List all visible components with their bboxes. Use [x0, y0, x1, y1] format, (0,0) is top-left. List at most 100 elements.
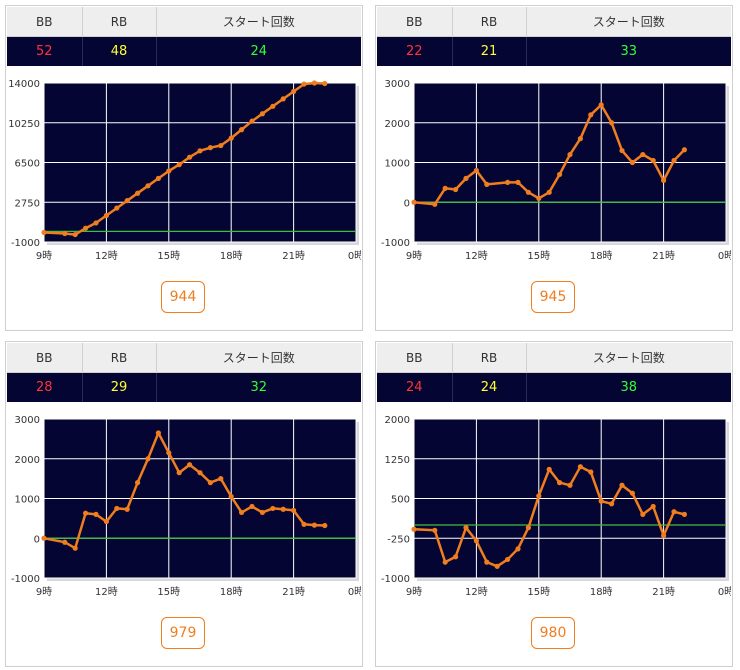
data-point: [650, 503, 656, 510]
data-point: [135, 190, 141, 196]
data-point: [124, 198, 130, 204]
start-count-header: スタート回数: [526, 7, 731, 37]
data-point: [322, 522, 328, 529]
data-point: [301, 521, 307, 527]
data-point: [473, 538, 479, 544]
y-tick-label: 1000: [385, 159, 410, 170]
data-point: [629, 159, 635, 166]
stats-header-row: BB RB スタート回数: [7, 343, 361, 373]
data-point: [619, 147, 625, 154]
data-point: [494, 563, 500, 569]
data-point: [650, 157, 656, 164]
data-point: [187, 462, 193, 468]
rb-header: RB: [452, 7, 527, 37]
data-point: [259, 509, 265, 516]
data-point: [228, 493, 234, 500]
rb-count: 29: [82, 372, 157, 402]
x-tick-label: 9時: [406, 586, 422, 598]
data-point: [291, 88, 297, 95]
data-point: [291, 507, 297, 514]
x-tick-label: 0時: [348, 586, 361, 598]
data-point: [41, 229, 47, 236]
data-point: [83, 510, 89, 516]
data-point: [598, 498, 604, 504]
x-tick-label: 9時: [36, 586, 52, 598]
data-point: [145, 183, 151, 189]
data-point: [609, 120, 615, 126]
y-tick-label: 2000: [15, 455, 40, 466]
data-point: [661, 533, 667, 539]
data-point: [484, 559, 490, 565]
data-point: [103, 518, 109, 525]
data-point: [280, 506, 286, 512]
data-point: [218, 476, 224, 482]
start-count: 32: [156, 372, 361, 402]
data-point: [62, 230, 68, 237]
stats-value-row: 52 48 24: [7, 36, 361, 66]
data-point: [671, 509, 677, 515]
data-point: [270, 505, 276, 512]
bb-header: BB: [7, 343, 83, 373]
start-count: 33: [526, 36, 731, 66]
bb-header: BB: [7, 7, 83, 37]
y-tick-label: -1000: [11, 574, 40, 585]
data-point: [124, 506, 130, 512]
data-point: [166, 450, 172, 456]
y-tick-label: 3000: [15, 415, 40, 426]
y-tick-label: 2000: [385, 119, 410, 130]
data-point: [588, 112, 594, 118]
data-point: [525, 189, 531, 195]
data-point: [301, 81, 307, 87]
machine-number-button[interactable]: 945: [531, 281, 575, 313]
data-point: [270, 103, 276, 109]
y-tick-label: 2750: [15, 198, 40, 209]
data-point: [176, 470, 182, 476]
y-tick-label: 0: [404, 198, 410, 209]
x-tick-label: 21時: [652, 250, 675, 262]
x-tick-label: 0時: [718, 586, 731, 598]
data-point: [505, 556, 511, 563]
machine-number-button[interactable]: 979: [161, 617, 205, 649]
data-point: [681, 511, 687, 517]
bb-count: 28: [7, 372, 83, 402]
x-tick-label: 21時: [282, 250, 305, 262]
data-point: [93, 511, 99, 517]
y-tick-label: 6500: [15, 159, 40, 170]
data-point: [197, 470, 203, 476]
x-tick-label: 21時: [652, 586, 675, 598]
data-point: [629, 490, 635, 496]
stats-header-row: BB RB スタート回数: [7, 7, 361, 37]
x-tick-label: 21時: [282, 586, 305, 598]
start-count: 38: [526, 372, 731, 402]
bb-header: BB: [377, 343, 453, 373]
stats-table: BB RB スタート回数 22 21 33: [377, 7, 731, 66]
data-point: [536, 195, 542, 201]
start-count-header: スタート回数: [526, 343, 731, 373]
data-point: [197, 148, 203, 154]
machine-number-button[interactable]: 980: [531, 617, 575, 649]
data-point: [588, 469, 594, 475]
data-point: [72, 231, 78, 238]
data-point: [432, 527, 438, 533]
rb-header: RB: [82, 7, 157, 37]
stats-table: BB RB スタート回数 24 24 38: [377, 343, 731, 402]
x-tick-label: 18時: [220, 586, 243, 598]
x-tick-label: 18時: [220, 250, 243, 262]
bb-count: 22: [377, 36, 453, 66]
bb-count: 52: [7, 36, 83, 66]
start-count: 24: [156, 36, 361, 66]
machine-number-button[interactable]: 944: [161, 281, 205, 313]
rb-header: RB: [82, 343, 157, 373]
data-point: [640, 511, 646, 517]
data-point: [463, 525, 469, 531]
x-tick-label: 18時: [590, 586, 613, 598]
x-tick-label: 12時: [465, 250, 488, 262]
data-point: [609, 501, 615, 507]
data-point: [259, 111, 265, 117]
x-tick-label: 15時: [157, 586, 180, 598]
data-point: [546, 189, 552, 195]
rb-header: RB: [452, 343, 527, 373]
stats-table: BB RB スタート回数 28 29 32: [7, 343, 361, 402]
